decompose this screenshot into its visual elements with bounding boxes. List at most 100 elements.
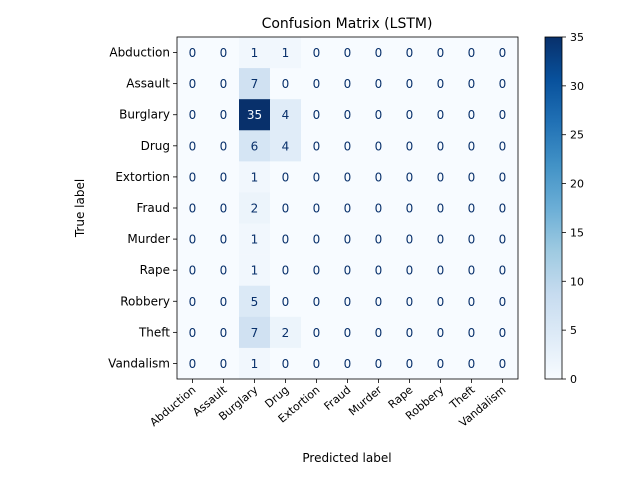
cell-value: 0 xyxy=(468,108,476,122)
cell-value: 1 xyxy=(251,233,259,247)
cell-value: 4 xyxy=(282,139,290,153)
cell-value: 0 xyxy=(220,108,228,122)
heatmap-cell xyxy=(301,316,333,349)
heatmap-cell xyxy=(487,130,519,162)
heatmap-cell xyxy=(208,223,240,255)
heatmap-cell xyxy=(301,347,333,380)
heatmap-cell xyxy=(177,285,209,318)
heatmap-cell xyxy=(425,68,457,100)
heatmap-cell xyxy=(270,347,302,380)
heatmap-cell xyxy=(270,37,302,69)
cell-value: 0 xyxy=(220,233,228,247)
cell-value: 0 xyxy=(437,46,445,60)
heatmap-cell xyxy=(425,316,457,349)
heatmap-cell xyxy=(239,285,271,318)
x-axis-label: Predicted label xyxy=(302,451,391,465)
cell-value: 0 xyxy=(344,108,352,122)
heatmap-cell xyxy=(177,37,209,69)
cell-value: 0 xyxy=(468,139,476,153)
heatmap-cell xyxy=(301,254,333,287)
heatmap-cell xyxy=(332,99,364,131)
heatmap-cell xyxy=(456,316,488,349)
heatmap-cell xyxy=(208,285,240,318)
heatmap-cell xyxy=(177,68,209,100)
heatmap-cell xyxy=(425,37,457,69)
heatmap-cell xyxy=(425,130,457,162)
heatmap-cell xyxy=(332,37,364,69)
cell-value: 6 xyxy=(251,139,259,153)
cell-value: 1 xyxy=(251,357,259,371)
cell-value: 0 xyxy=(313,326,321,340)
cell-value: 0 xyxy=(468,233,476,247)
heatmap-cell xyxy=(363,316,395,349)
heatmap-cell xyxy=(208,254,240,287)
cell-value: 0 xyxy=(313,233,321,247)
cell-value: 0 xyxy=(437,170,445,184)
cell-value: 7 xyxy=(251,77,259,91)
cell-value: 0 xyxy=(499,77,507,91)
cell-value: 0 xyxy=(375,264,383,278)
heatmap-cell xyxy=(332,347,364,380)
colorbar-tick-label: 0 xyxy=(570,373,577,386)
heatmap-cell xyxy=(177,130,209,162)
cell-value: 0 xyxy=(406,264,414,278)
cell-value: 35 xyxy=(247,108,262,122)
cell-value: 0 xyxy=(282,233,290,247)
heatmap-cell xyxy=(239,99,271,131)
heatmap-cell xyxy=(332,161,364,193)
cell-value: 4 xyxy=(282,108,290,122)
cell-value: 0 xyxy=(282,264,290,278)
cell-value: 0 xyxy=(406,295,414,309)
cell-value: 0 xyxy=(189,326,197,340)
cell-value: 0 xyxy=(406,233,414,247)
y-tick-label: Extortion xyxy=(115,170,170,184)
heatmap-cell xyxy=(177,316,209,349)
heatmap-cell xyxy=(177,99,209,131)
heatmap-cell xyxy=(332,223,364,255)
heatmap-cell xyxy=(301,223,333,255)
cell-value: 0 xyxy=(375,139,383,153)
heatmap-cell xyxy=(394,68,426,100)
heatmap-cell xyxy=(270,223,302,255)
heatmap-cell xyxy=(487,99,519,131)
cell-value: 0 xyxy=(406,139,414,153)
heatmap-cell xyxy=(239,68,271,100)
heatmap-cell xyxy=(332,68,364,100)
heatmap-cell xyxy=(363,254,395,287)
cell-value: 0 xyxy=(499,357,507,371)
cell-value: 0 xyxy=(220,46,228,60)
cell-value: 0 xyxy=(344,264,352,278)
cell-value: 0 xyxy=(189,202,197,216)
cell-value: 0 xyxy=(344,233,352,247)
heatmap-cell xyxy=(301,130,333,162)
heatmap-cell xyxy=(456,130,488,162)
heatmap-cell xyxy=(301,192,333,224)
cell-value: 2 xyxy=(282,326,290,340)
heatmap-cell xyxy=(487,192,519,224)
heatmap-cell xyxy=(363,68,395,100)
heatmap-cell xyxy=(456,347,488,380)
cell-value: 0 xyxy=(313,77,321,91)
heatmap-cell xyxy=(301,37,333,69)
heatmap-cell xyxy=(487,347,519,380)
cell-value: 0 xyxy=(375,46,383,60)
heatmap-cell xyxy=(332,192,364,224)
heatmap-cell xyxy=(487,285,519,318)
heatmap-cell xyxy=(456,68,488,100)
heatmap-cell xyxy=(363,347,395,380)
cell-value: 0 xyxy=(499,202,507,216)
heatmap-cell xyxy=(456,37,488,69)
cell-value: 0 xyxy=(499,326,507,340)
heatmap-cell xyxy=(487,161,519,193)
heatmap-cell xyxy=(177,192,209,224)
heatmap-cell xyxy=(394,316,426,349)
heatmap-cell xyxy=(270,192,302,224)
cell-value: 0 xyxy=(344,77,352,91)
heatmap-cell xyxy=(456,161,488,193)
cell-value: 0 xyxy=(189,357,197,371)
cell-value: 0 xyxy=(220,170,228,184)
colorbar xyxy=(544,36,563,380)
heatmap-cell xyxy=(456,254,488,287)
cell-value: 0 xyxy=(375,326,383,340)
